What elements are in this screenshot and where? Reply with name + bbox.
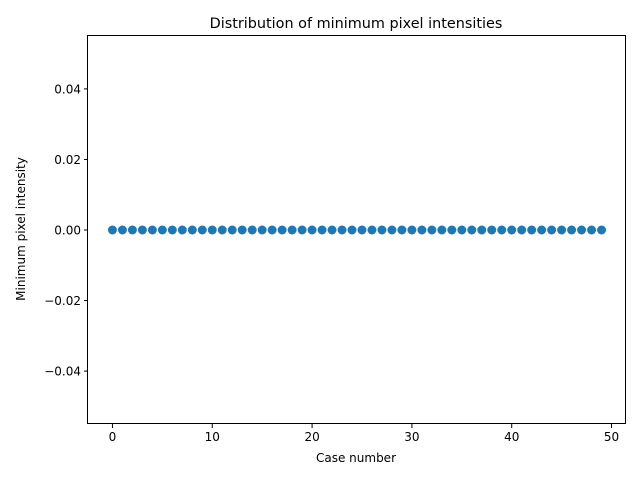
x-tick-label: 40 [504,430,519,444]
data-point [207,225,217,235]
x-tick-label: 50 [604,430,619,444]
data-point [427,225,437,235]
data-point [377,225,387,235]
data-point [167,225,177,235]
data-point [467,225,477,235]
data-point [367,225,377,235]
y-tick-label: 0.00 [54,224,81,238]
data-point [137,225,147,235]
x-tick-label: 30 [404,430,419,444]
data-point [337,225,347,235]
y-tick-label: 0.04 [54,82,81,96]
data-point [217,225,227,235]
data-point [297,225,307,235]
data-point [517,225,527,235]
data-point [587,225,597,235]
data-points [107,225,607,235]
data-point [417,225,427,235]
data-point [127,225,137,235]
data-point [507,225,517,235]
data-point [177,225,187,235]
data-point [457,225,467,235]
x-tick-label: 10 [205,430,220,444]
data-point [597,225,607,235]
data-point [117,225,127,235]
data-point [287,225,297,235]
data-point [307,225,317,235]
chart-title: Distribution of minimum pixel intensitie… [210,16,503,32]
data-point [277,225,287,235]
y-axis: −0.04 −0.02 0.00 0.02 0.04 [44,82,88,379]
data-point [187,225,197,235]
data-point [527,225,537,235]
data-point [247,225,257,235]
y-tick-label: −0.04 [44,365,81,379]
data-point [537,225,547,235]
data-point [157,225,167,235]
data-point [257,225,267,235]
x-axis-label: Case number [316,451,396,465]
data-point [347,225,357,235]
data-point [477,225,487,235]
data-point [267,225,277,235]
data-point [387,225,397,235]
data-point [447,225,457,235]
data-point [487,225,497,235]
y-axis-label: Minimum pixel intensity [14,157,28,301]
data-point [437,225,447,235]
data-point [557,225,567,235]
data-point [317,225,327,235]
data-point [327,225,337,235]
x-tick-label: 20 [304,430,319,444]
data-point [357,225,367,235]
data-point [407,225,417,235]
data-point [397,225,407,235]
y-tick-label: −0.02 [44,294,81,308]
data-point [107,225,117,235]
data-point [497,225,507,235]
data-point [227,225,237,235]
data-point [577,225,587,235]
data-point [567,225,577,235]
data-point [237,225,247,235]
data-point [547,225,557,235]
x-axis: 0 10 20 30 40 50 [109,424,619,444]
y-tick-label: 0.02 [54,153,81,167]
x-tick-label: 0 [109,430,117,444]
data-point [147,225,157,235]
data-point [197,225,207,235]
